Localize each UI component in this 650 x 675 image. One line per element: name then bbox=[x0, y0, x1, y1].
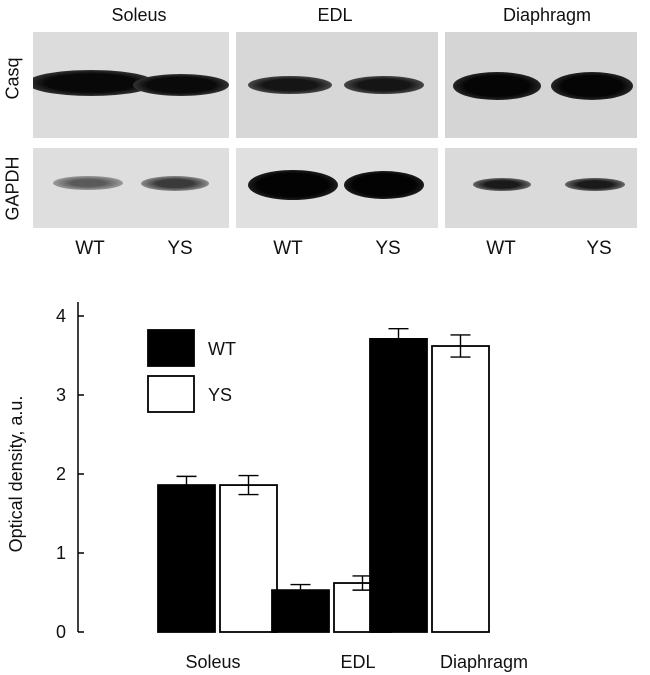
legend-label-wt: WT bbox=[208, 339, 236, 359]
blot-casq-diaphragm bbox=[445, 32, 637, 138]
lane-label-ys: YS bbox=[375, 238, 401, 259]
x-tick-label-diaphragm: Diaphragm bbox=[440, 652, 528, 672]
bar-ys-diaphragm bbox=[431, 345, 490, 633]
lane-label-wt: WT bbox=[273, 238, 303, 259]
band bbox=[248, 170, 338, 200]
lane-label-ys: YS bbox=[167, 238, 193, 259]
band bbox=[248, 76, 332, 94]
legend-swatch-ys bbox=[147, 375, 195, 413]
band bbox=[133, 74, 229, 96]
legend-swatch-wt bbox=[147, 329, 195, 367]
blot-casq-soleus bbox=[33, 32, 229, 138]
band bbox=[473, 178, 531, 191]
band bbox=[453, 72, 541, 100]
lane-label-ys: YS bbox=[586, 238, 612, 259]
blot-gapdh-edl bbox=[236, 148, 438, 228]
blot-gapdh-soleus bbox=[33, 148, 229, 228]
x-tick-label-edl: EDL bbox=[340, 652, 375, 672]
blot-casq-edl bbox=[236, 32, 438, 138]
y-tick-label: 2 bbox=[56, 464, 66, 484]
blot-gapdh-diaphragm bbox=[445, 148, 637, 228]
blot-title-diaphragm: Diaphragm bbox=[502, 5, 592, 25]
blot-title-edl: EDL bbox=[317, 5, 353, 25]
y-axis-label: Optical density, a.u. bbox=[6, 396, 26, 553]
bar-ys-soleus bbox=[219, 484, 278, 633]
y-tick-label: 1 bbox=[56, 543, 66, 563]
y-tick-label: 4 bbox=[56, 306, 66, 326]
band bbox=[551, 72, 633, 100]
y-tick-label: 0 bbox=[56, 622, 66, 642]
x-tick-label-soleus: Soleus bbox=[185, 652, 240, 672]
band bbox=[141, 176, 209, 191]
band bbox=[53, 176, 123, 190]
band bbox=[344, 171, 424, 199]
band bbox=[565, 178, 625, 191]
bar-wt-diaphragm bbox=[369, 338, 428, 633]
row-label-casq: Casq bbox=[2, 57, 23, 100]
band bbox=[344, 76, 424, 94]
legend-label-ys: YS bbox=[208, 385, 232, 405]
blot-title-soleus: Soleus bbox=[111, 5, 167, 25]
bar-wt-edl bbox=[271, 589, 330, 633]
lane-label-wt: WT bbox=[486, 238, 516, 259]
lane-label-wt: WT bbox=[75, 238, 105, 259]
bar-wt-soleus bbox=[157, 484, 216, 633]
y-tick-label: 3 bbox=[56, 385, 66, 405]
bar-chart: 0 1 2 3 4 Optical density, a.u. Soleus EDL Diaph… bbox=[6, 302, 528, 672]
row-label-gapdh: GAPDH bbox=[2, 156, 23, 221]
